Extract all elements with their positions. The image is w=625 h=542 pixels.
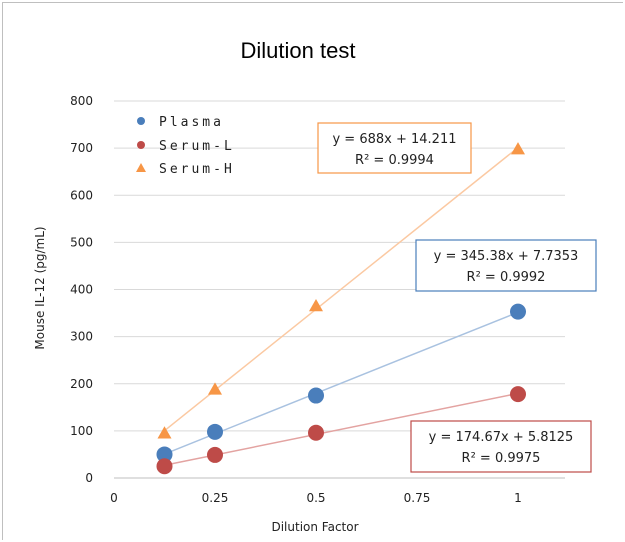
equation-box-serum-l [410, 420, 592, 473]
point-serum-h [208, 382, 222, 395]
point-serum-l [156, 458, 173, 475]
point-plasma [156, 446, 173, 463]
y-tick-label: 800 [70, 94, 93, 108]
point-plasma [510, 303, 526, 320]
x-axis-label: Dilution Factor [271, 520, 358, 534]
trendline-serum-l [164, 392, 519, 466]
legend-label-plasma: Plasma [159, 115, 224, 130]
x-tick-label: 0.5 [306, 491, 325, 505]
legend-label-serum-h: Serum-H [159, 162, 235, 177]
point-serum-h [309, 298, 323, 312]
y-tick-label: 600 [70, 188, 93, 202]
point-plasma [207, 423, 223, 440]
trendline-serum-h [164, 146, 519, 432]
trend-equations: y = 345.38x + 7.7353 R² = 0.9992 y = 174.6… [317, 122, 597, 473]
y-tick-label: 500 [70, 235, 93, 249]
x-tick-label: 0.25 [202, 491, 229, 505]
legend-marker-serum-l [137, 141, 145, 149]
r-squared-plasma: R² = 0.9992 [467, 270, 546, 285]
x-tick-label: 0.75 [404, 491, 431, 505]
point-serum-h [511, 142, 525, 155]
point-serum-l [510, 386, 526, 403]
x-tick-label: 0 [110, 491, 118, 505]
legend-label-serum-l: Serum-L [159, 139, 235, 154]
data-points [156, 142, 526, 475]
y-tick-label: 400 [70, 283, 93, 297]
point-serum-l [308, 424, 324, 441]
trendlines [164, 146, 519, 466]
tick-labels: 0 100 200 300 400 500 600 700 800 0 0.25 0.5 0.75 1 [70, 94, 522, 505]
r-squared-serum-h: R² = 0.9994 [355, 153, 434, 168]
legend-marker-plasma [137, 117, 145, 125]
y-tick-label: 100 [70, 424, 93, 438]
point-serum-h [157, 426, 172, 439]
y-tick-label: 200 [70, 377, 93, 391]
trendline-plasma [164, 311, 519, 455]
equation-serum-h: y = 688x + 14.211 [332, 132, 456, 147]
point-serum-l [207, 446, 223, 463]
y-tick-label: 700 [70, 141, 93, 155]
r-squared-serum-l: R² = 0.9975 [462, 451, 541, 466]
y-tick-label: 300 [70, 330, 93, 344]
legend-marker-serum-h [136, 163, 146, 172]
equation-serum-l: y = 174.67x + 5.8125 [429, 430, 574, 445]
equation-box-plasma [415, 239, 597, 292]
y-axis-label: Mouse IL-12 (pg/mL) [33, 226, 47, 349]
chart-title: Dilution test [241, 38, 356, 63]
y-tick-label: 0 [85, 471, 93, 485]
equation-plasma: y = 345.38x + 7.7353 [434, 249, 579, 264]
x-tick-label: 1 [514, 491, 522, 505]
equation-box-serum-h [317, 122, 472, 174]
legend: Plasma Serum-L Serum-H [136, 115, 235, 177]
point-plasma [308, 387, 324, 404]
